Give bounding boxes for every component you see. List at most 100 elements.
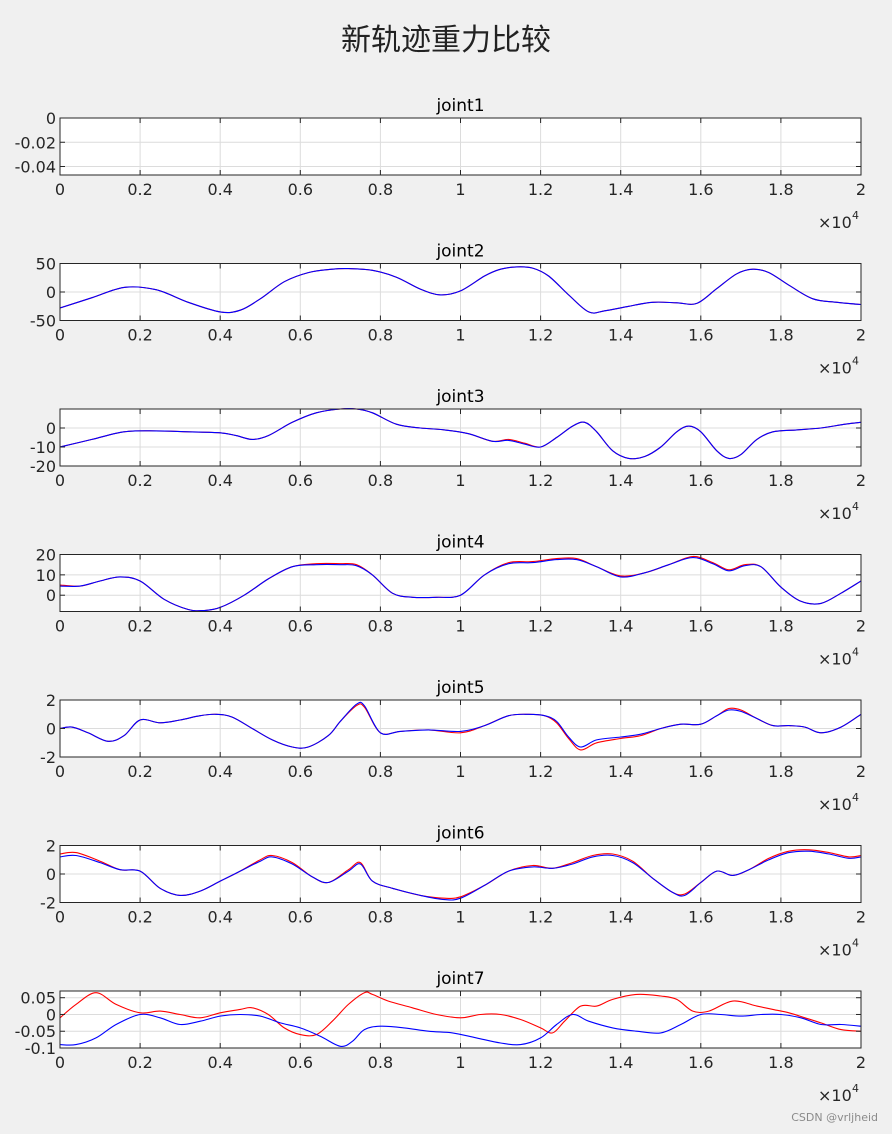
subplot-title: joint7: [435, 969, 484, 989]
x-tick-label: 1.8: [768, 1053, 793, 1072]
x-tick-label: 0.4: [207, 471, 232, 490]
x-tick-label: 1.6: [688, 908, 713, 927]
x-tick-label: 1.8: [768, 471, 793, 490]
x-tick-label: 0.2: [127, 326, 152, 345]
x-tick-label: 1.4: [608, 617, 633, 636]
x-tick-label: 1: [455, 180, 465, 199]
x-tick-label: 0.6: [288, 1053, 313, 1072]
x-tick-label: 1.6: [688, 471, 713, 490]
x-tick-label: 0.2: [127, 908, 152, 927]
x-tick-label: 0.2: [127, 1053, 152, 1072]
x-multiplier-label: ×10: [818, 650, 852, 669]
x-tick-label: 0.8: [368, 180, 393, 199]
x-tick-label: 1.6: [688, 1053, 713, 1072]
y-tick-label: 50: [36, 255, 56, 274]
y-tick-label: 10: [36, 566, 56, 585]
x-tick-label: 0.6: [288, 762, 313, 781]
y-tick-label: -0.1: [25, 1039, 56, 1058]
x-tick-label: 1.2: [528, 471, 553, 490]
x-tick-label: 0: [55, 471, 65, 490]
x-multiplier-exponent: 4: [852, 209, 859, 222]
x-tick-label: 1.4: [608, 180, 633, 199]
x-tick-label: 0.4: [207, 762, 232, 781]
y-tick-label: 0: [46, 586, 56, 605]
x-tick-label: 2: [856, 326, 866, 345]
subplot-title: joint5: [435, 678, 484, 698]
x-tick-label: 1.2: [528, 617, 553, 636]
y-tick-label: 2: [46, 691, 56, 710]
x-tick-label: 1.6: [688, 762, 713, 781]
y-tick-label: -2: [40, 748, 56, 767]
y-tick-label: 0: [46, 865, 56, 884]
x-tick-label: 0.6: [288, 180, 313, 199]
x-tick-label: 0: [55, 908, 65, 927]
x-tick-label: 0.2: [127, 471, 152, 490]
x-tick-label: 0: [55, 762, 65, 781]
x-tick-label: 0.8: [368, 1053, 393, 1072]
x-tick-label: 0.6: [288, 471, 313, 490]
subplot-title: joint4: [435, 533, 484, 553]
x-tick-label: 0.2: [127, 180, 152, 199]
subplot-joint7: 0 0.2 0.4 0.6 0.8 1 1.2 1.4 1.6 1.8 20.050-0.05-0.…: [15, 969, 867, 1105]
x-multiplier-exponent: 4: [852, 355, 859, 368]
y-tick-label: -10: [30, 438, 56, 457]
x-tick-label: 2: [856, 908, 866, 927]
subplot-title: joint2: [435, 242, 484, 262]
y-tick-label: -0.04: [15, 158, 56, 177]
y-tick-label: 0: [46, 419, 56, 438]
y-tick-label: 20: [36, 546, 56, 565]
x-multiplier-exponent: 4: [852, 500, 859, 513]
x-tick-label: 0.6: [288, 617, 313, 636]
x-tick-label: 0.6: [288, 908, 313, 927]
x-tick-label: 1.8: [768, 762, 793, 781]
y-tick-label: -50: [30, 312, 56, 331]
x-multiplier-exponent: 4: [852, 791, 859, 804]
x-tick-label: 0.4: [207, 180, 232, 199]
x-tick-label: 0.6: [288, 326, 313, 345]
subplot-joint6: 0 0.2 0.4 0.6 0.8 1 1.2 1.4 1.6 1.8 220-2joint6×10…: [40, 824, 866, 960]
x-multiplier-label: ×10: [818, 213, 852, 232]
y-tick-label: -2: [40, 894, 56, 913]
x-tick-label: 2: [856, 471, 866, 490]
subplot-title: joint6: [435, 824, 484, 844]
x-tick-label: 1.4: [608, 471, 633, 490]
y-tick-label: 0.05: [20, 989, 56, 1008]
y-tick-label: -0.05: [15, 1022, 56, 1041]
x-multiplier-exponent: 4: [852, 1082, 859, 1095]
x-multiplier-label: ×10: [818, 504, 852, 523]
x-tick-label: 1.8: [768, 908, 793, 927]
x-tick-label: 1.2: [528, 762, 553, 781]
subplot-joint1: 0 0.2 0.4 0.6 0.8 1 1.2 1.4 1.6 1.8 2 0 -0.02 -0.04 jo…: [15, 96, 867, 232]
x-tick-label: 1.6: [688, 180, 713, 199]
x-tick-label: 1: [455, 617, 465, 636]
x-tick-label: 2: [856, 180, 866, 199]
subplot-panels: 0 0.2 0.4 0.6 0.8 1 1.2 1.4 1.6 1.8 20-0.02-0.04jo…: [15, 96, 867, 1105]
x-tick-label: 0.8: [368, 471, 393, 490]
x-multiplier-label: ×10: [818, 795, 852, 814]
x-tick-label: 0: [55, 1053, 65, 1072]
x-tick-label: 0.2: [127, 617, 152, 636]
series-line-blue: [60, 266, 861, 314]
x-tick-label: 1.8: [768, 617, 793, 636]
x-multiplier-label: ×10: [818, 941, 852, 960]
x-tick-label: 2: [856, 617, 866, 636]
y-tick-label: 0: [46, 109, 56, 128]
x-tick-label: 0.8: [368, 762, 393, 781]
x-tick-label: 1.8: [768, 326, 793, 345]
series-line-blue: [60, 701, 861, 749]
x-tick-label: 1.4: [608, 1053, 633, 1072]
x-tick-label: 0: [55, 180, 65, 199]
x-tick-label: 1: [455, 471, 465, 490]
series-line-blue: [60, 408, 861, 460]
x-tick-label: 0.8: [368, 326, 393, 345]
x-tick-label: 0.4: [207, 908, 232, 927]
subplot-title: joint1: [435, 96, 484, 116]
x-tick-label: 1.2: [528, 908, 553, 927]
figure-title: 新轨迹重力比较: [341, 23, 551, 58]
x-tick-label: 0: [55, 617, 65, 636]
x-tick-label: 1.4: [608, 326, 633, 345]
x-tick-label: 1: [455, 326, 465, 345]
y-tick-label: 0: [46, 720, 56, 739]
x-tick-label: 0.4: [207, 617, 232, 636]
subplot-joint3: 0 0.2 0.4 0.6 0.8 1 1.2 1.4 1.6 1.8 20-10-20joint3…: [30, 387, 866, 523]
